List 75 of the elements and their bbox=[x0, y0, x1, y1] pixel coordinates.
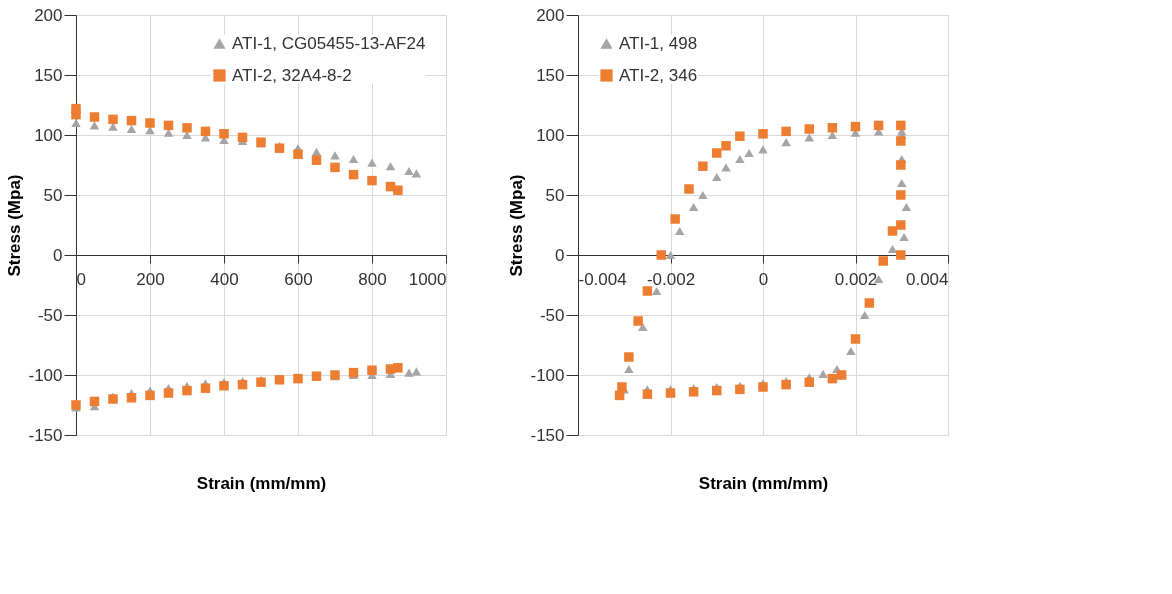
legend-label: ATI-1, CG05455-13-AF24 bbox=[232, 33, 426, 53]
x-tick-label: 400 bbox=[210, 269, 239, 289]
y-tick-label: -150 bbox=[530, 425, 565, 445]
point bbox=[108, 114, 118, 125]
legend-label: ATI-2, 346 bbox=[619, 65, 698, 85]
x-tick-label: 600 bbox=[284, 269, 313, 289]
x-tick-label: 200 bbox=[136, 269, 165, 289]
y-tick-label: -100 bbox=[28, 365, 63, 385]
x-tick-label: -0.004 bbox=[578, 269, 627, 289]
y-tick-label: 100 bbox=[536, 125, 565, 145]
point bbox=[293, 373, 303, 384]
x-axis-title: Strain (mm/mm) bbox=[698, 473, 829, 493]
point bbox=[200, 126, 211, 137]
y-axis-title: Stress (Mpa) bbox=[507, 174, 527, 277]
y-tick-label: -50 bbox=[539, 305, 565, 325]
point bbox=[385, 162, 396, 171]
point bbox=[145, 390, 155, 401]
point bbox=[311, 155, 322, 165]
y-tick-label: 150 bbox=[536, 65, 565, 85]
point bbox=[126, 115, 137, 126]
point bbox=[274, 375, 285, 385]
point bbox=[348, 169, 359, 180]
y-tick-label: 200 bbox=[34, 5, 63, 25]
y-tick-label: -100 bbox=[530, 365, 565, 385]
point bbox=[89, 121, 100, 130]
point bbox=[367, 175, 377, 186]
legend-label: ATI-2, 32A4-8-2 bbox=[232, 65, 352, 85]
y-tick-label: -50 bbox=[37, 305, 63, 325]
point bbox=[163, 120, 174, 131]
point bbox=[126, 393, 137, 403]
point bbox=[404, 368, 414, 377]
point bbox=[126, 124, 137, 134]
x-axis-title: Strain (mm/mm) bbox=[196, 473, 327, 493]
point bbox=[89, 112, 100, 122]
point bbox=[219, 381, 229, 391]
y-tick-label: 50 bbox=[545, 185, 565, 205]
point bbox=[145, 118, 155, 128]
x-tick-label: -0.002 bbox=[646, 269, 696, 289]
y-tick-label: -150 bbox=[28, 425, 63, 445]
point bbox=[89, 396, 100, 407]
point bbox=[367, 365, 377, 375]
y-tick-label: 200 bbox=[536, 5, 565, 25]
y-tick-label: 0 bbox=[53, 245, 63, 265]
point bbox=[237, 379, 248, 390]
point bbox=[237, 132, 248, 143]
y-tick-label: 150 bbox=[34, 65, 63, 85]
point bbox=[330, 162, 340, 173]
x-tick-label: 1000 bbox=[408, 269, 447, 289]
point bbox=[367, 158, 377, 167]
point bbox=[182, 123, 192, 133]
point bbox=[411, 367, 422, 376]
legend-label: ATI-1, 498 bbox=[619, 33, 698, 53]
x-tick-label: 0 bbox=[758, 269, 769, 289]
point bbox=[293, 149, 303, 159]
point bbox=[348, 154, 359, 164]
point bbox=[182, 385, 192, 396]
x-tick-label: 0.004 bbox=[905, 269, 949, 289]
x-tick-label: 0.002 bbox=[834, 269, 878, 289]
y-tick-label: 100 bbox=[34, 125, 63, 145]
point bbox=[411, 169, 422, 178]
point bbox=[200, 383, 211, 393]
point bbox=[163, 388, 174, 398]
point bbox=[71, 118, 81, 128]
y-tick-label: 0 bbox=[555, 245, 565, 265]
point bbox=[393, 185, 403, 195]
point bbox=[311, 371, 322, 381]
x-tick-label: 800 bbox=[358, 269, 387, 289]
point bbox=[330, 151, 340, 160]
y-tick-label: 50 bbox=[43, 185, 63, 205]
point bbox=[393, 363, 403, 373]
point bbox=[404, 166, 414, 176]
point bbox=[219, 129, 229, 139]
point bbox=[71, 109, 81, 120]
y-axis-title: Stress (Mpa) bbox=[5, 174, 25, 277]
x-tick-label: 0 bbox=[76, 269, 86, 289]
